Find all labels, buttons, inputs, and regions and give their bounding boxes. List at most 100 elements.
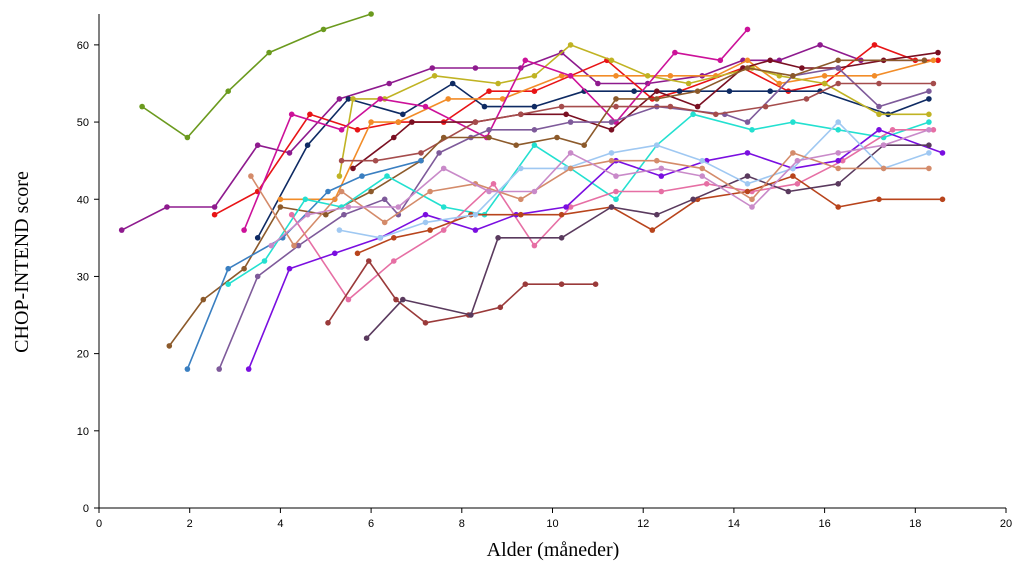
data-point: [254, 235, 261, 241]
data-point: [744, 65, 751, 71]
data-point: [200, 296, 207, 303]
data-point: [304, 142, 311, 148]
data-point: [767, 57, 773, 64]
data-point: [835, 127, 841, 133]
series-9: [216, 65, 932, 372]
data-point: [216, 366, 222, 372]
data-point: [118, 227, 125, 233]
data-point: [418, 150, 424, 156]
data-point: [558, 281, 565, 288]
data-point: [288, 111, 295, 118]
data-point: [567, 150, 574, 156]
data-point: [744, 57, 751, 64]
data-point: [935, 57, 941, 64]
data-point: [522, 281, 529, 288]
data-point: [835, 165, 841, 172]
x-tick-label: 0: [96, 518, 102, 530]
y-tick-label: 0: [83, 503, 89, 515]
data-point: [558, 235, 565, 241]
data-point: [699, 165, 705, 172]
x-tick-label: 8: [459, 518, 465, 530]
data-point: [613, 96, 619, 102]
data-point: [531, 73, 538, 79]
y-tick-label: 10: [77, 426, 89, 438]
data-point: [497, 304, 504, 311]
data-point: [654, 157, 660, 164]
series-line: [186, 159, 422, 370]
data-point: [363, 335, 370, 342]
data-point: [368, 119, 374, 125]
data-point: [377, 235, 384, 241]
data-point: [608, 150, 615, 156]
data-point: [495, 80, 501, 87]
data-point: [354, 127, 361, 133]
x-tick-label: 6: [368, 518, 374, 530]
data-point: [835, 57, 841, 64]
data-point: [685, 80, 692, 87]
data-point: [835, 157, 841, 164]
data-point: [926, 111, 932, 118]
data-point: [400, 111, 406, 118]
data-point: [286, 265, 293, 272]
data-point: [184, 366, 191, 372]
data-point: [608, 127, 615, 133]
data-point: [518, 196, 524, 203]
data-point: [368, 11, 374, 17]
data-point: [393, 296, 399, 303]
data-point: [767, 88, 773, 94]
data-point: [554, 134, 560, 141]
data-point: [391, 258, 397, 264]
data-point: [341, 211, 347, 218]
data-point: [613, 188, 619, 195]
data-point: [449, 80, 456, 87]
data-point: [166, 343, 173, 349]
data-point: [876, 103, 882, 110]
data-point: [654, 96, 660, 102]
data-point: [871, 42, 878, 48]
data-point: [558, 73, 565, 79]
data-point: [658, 173, 665, 179]
data-point: [338, 157, 345, 164]
data-point: [164, 204, 170, 210]
data-point: [567, 73, 574, 79]
data-point: [295, 242, 302, 249]
data-point: [486, 134, 492, 141]
data-point: [654, 211, 660, 218]
data-point: [699, 157, 705, 164]
data-point: [422, 211, 429, 218]
data-point: [790, 73, 796, 79]
data-point: [427, 227, 433, 233]
data-point: [277, 196, 284, 203]
data-point: [440, 134, 447, 141]
data-point: [427, 188, 433, 195]
series-5: [277, 57, 937, 203]
data-point: [835, 150, 841, 156]
data-point: [790, 119, 796, 125]
data-point: [672, 49, 678, 56]
data-point: [323, 211, 329, 218]
data-point: [354, 250, 361, 257]
data-point: [320, 26, 327, 33]
data-point: [613, 173, 619, 179]
data-point: [703, 181, 710, 187]
data-point: [581, 88, 587, 94]
data-point: [436, 150, 442, 156]
data-point: [518, 211, 524, 218]
data-point: [332, 250, 338, 257]
series-line: [243, 28, 749, 231]
data-point: [744, 173, 751, 179]
series-line: [339, 121, 930, 239]
data-point: [939, 150, 946, 156]
y-tick-label: 40: [77, 194, 89, 206]
data-point: [749, 204, 755, 210]
data-point: [245, 366, 252, 372]
data-point: [291, 242, 297, 249]
data-point: [649, 227, 656, 233]
data-point: [225, 88, 231, 94]
data-point: [667, 73, 674, 79]
data-point: [266, 49, 272, 56]
data-point: [744, 119, 751, 125]
data-point: [717, 57, 724, 64]
series-10: [338, 80, 937, 164]
x-tick-label: 20: [1000, 518, 1012, 530]
